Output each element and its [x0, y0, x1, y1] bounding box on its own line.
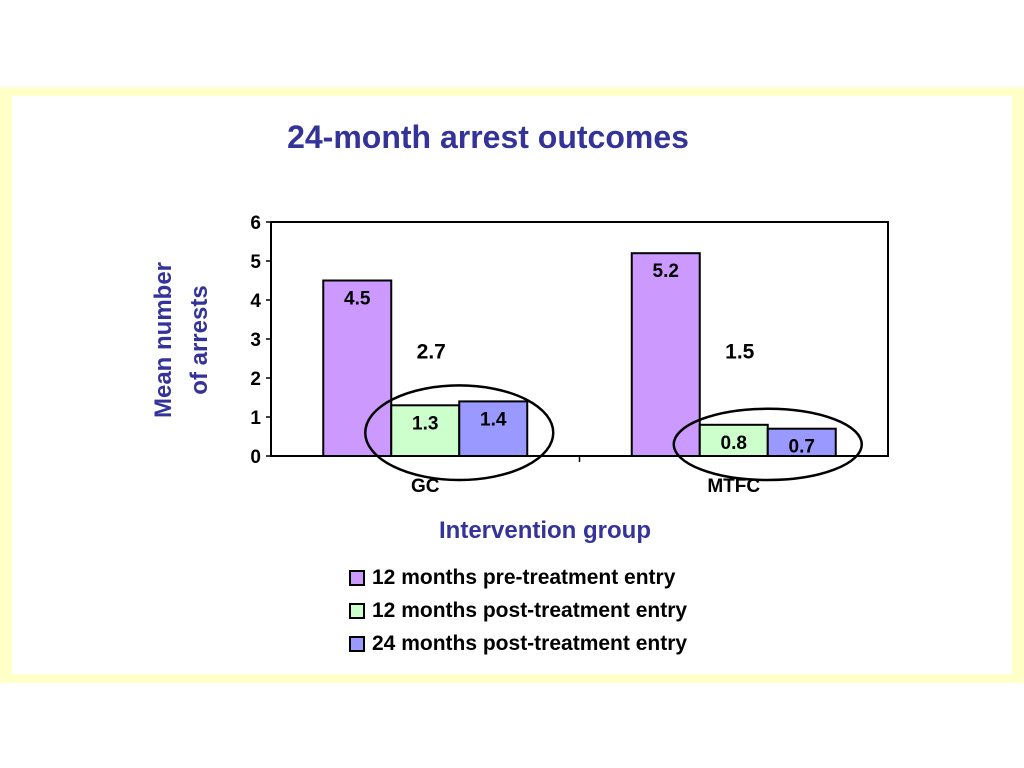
bar	[698, 423, 769, 457]
highlight-ellipse	[672, 407, 863, 482]
bar	[630, 252, 701, 457]
data-label: 0.7	[789, 437, 815, 458]
legend-swatch-post-12	[349, 602, 365, 619]
y-tick-label: 2	[250, 369, 261, 390]
legend-label: 12 months pre-treatment entry	[372, 565, 676, 589]
legend-label: 24 months post-treatment entry	[372, 631, 688, 655]
legend-item-post-24: 24 months post-treatment entry	[349, 627, 789, 660]
y-tick-label: 6	[250, 213, 261, 234]
legend-swatch-post-24	[349, 635, 365, 652]
difference-annotation: 2.7	[417, 341, 446, 364]
legend-swatch-pre-12	[349, 569, 365, 586]
legend-item-post-12: 12 months post-treatment entry	[349, 594, 789, 627]
difference-annotation: 1.5	[725, 341, 755, 364]
bar	[766, 427, 837, 458]
highlight-ellipse	[364, 384, 555, 482]
bar	[390, 404, 461, 457]
x-tick-label: GC	[411, 476, 440, 497]
y-tick-label: 4	[250, 291, 261, 312]
data-label: 1.4	[480, 409, 507, 430]
x-tick-label: MTFC	[707, 476, 760, 497]
bar	[322, 279, 393, 457]
data-label: 1.3	[412, 413, 438, 434]
y-tick-label: 3	[250, 330, 261, 351]
legend: 12 months pre-treatment entry 12 months …	[349, 561, 789, 660]
x-axis-title: Intervention group	[439, 517, 651, 544]
data-label: 4.5	[344, 289, 371, 310]
bar	[458, 400, 529, 457]
legend-label: 12 months post-treatment entry	[372, 598, 688, 622]
y-tick-label: 0	[250, 447, 261, 468]
chart-title: 24-month arrest outcomes	[287, 119, 689, 155]
data-label: 0.8	[721, 433, 747, 454]
y-tick-label: 1	[250, 408, 261, 429]
data-label: 5.2	[653, 261, 679, 282]
legend-item-pre-12: 12 months pre-treatment entry	[349, 561, 789, 594]
y-tick-label: 5	[250, 252, 261, 273]
